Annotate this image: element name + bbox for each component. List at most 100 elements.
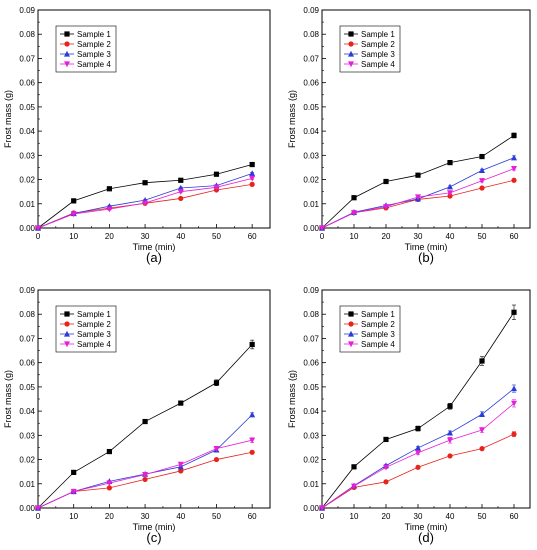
- y-tick-label: 0.04: [19, 407, 35, 416]
- y-tick-label: 0.05: [303, 103, 319, 112]
- series-line: [37, 164, 253, 229]
- legend-label: Sample 1: [361, 310, 395, 319]
- y-tick-label: 0.06: [303, 359, 319, 368]
- legend-item: Sample 2: [60, 320, 111, 329]
- data-point: [213, 380, 220, 386]
- y-tick-label: 0.09: [19, 286, 35, 295]
- data-point: [383, 479, 389, 485]
- legend-marker: [64, 61, 70, 68]
- x-tick-label: 50: [212, 232, 221, 241]
- data-point: [106, 206, 113, 213]
- data-point: [479, 185, 485, 191]
- y-tick-label: 0.06: [19, 359, 35, 368]
- data-point: [249, 175, 256, 182]
- y-tick-label: 0.00: [19, 504, 35, 513]
- x-tick-label: 0: [36, 232, 41, 241]
- y-tick-label: 0.02: [19, 456, 35, 465]
- legend-item: Sample 3: [60, 50, 111, 59]
- x-tick-label: 0: [320, 512, 325, 521]
- chart-panel-c: 0.00 0.01 0.02 0.03 0.04 0.05 0.06 0.07 0.08 0.09…: [3, 286, 271, 545]
- data-point: [249, 341, 255, 348]
- legend-label: Sample 4: [361, 340, 395, 349]
- data-point: [447, 453, 453, 459]
- data-point: [447, 190, 453, 197]
- legend-label: Sample 1: [361, 30, 395, 39]
- x-tick-label: 60: [510, 232, 519, 241]
- x-tick-label: 50: [212, 512, 221, 521]
- data-point: [142, 471, 149, 478]
- y-tick-label: 0.05: [19, 383, 35, 392]
- y-tick-label: 0.00: [303, 224, 319, 233]
- x-axis-title: Time (min): [405, 522, 448, 532]
- series-line: [321, 179, 515, 229]
- series-sample-3: [319, 384, 517, 511]
- panel-caption: (c): [146, 530, 161, 545]
- legend-label: Sample 3: [361, 330, 395, 339]
- data-point: [511, 431, 517, 437]
- x-tick-label: 20: [382, 512, 391, 521]
- legend-item: Sample 3: [344, 50, 395, 59]
- legend-item: Sample 1: [60, 310, 111, 319]
- data-point: [213, 446, 220, 452]
- data-point: [415, 172, 421, 178]
- legend-item: Sample 2: [60, 40, 111, 49]
- data-point: [213, 171, 220, 177]
- y-tick-label: 0.08: [303, 30, 319, 39]
- y-axis-title: Frost mass (g): [3, 90, 13, 148]
- legend-label: Sample 1: [77, 30, 111, 39]
- chart-panel-d: 0.00 0.01 0.02 0.03 0.04 0.05 0.06 0.07 0.08 0.09…: [287, 286, 531, 545]
- data-point: [249, 161, 255, 168]
- data-point: [319, 225, 325, 232]
- series-sample-3: [319, 154, 517, 231]
- data-point: [479, 427, 485, 434]
- y-tick-label: 0.04: [19, 127, 35, 136]
- legend-marker: [348, 61, 354, 68]
- legend-marker: [348, 321, 354, 327]
- y-tick-label: 0.01: [19, 200, 35, 209]
- chart-panel-a: 0.00 0.01 0.02 0.03 0.04 0.05 0.06 0.07 0.08 0.09…: [3, 6, 271, 265]
- x-tick-label: 30: [414, 232, 423, 241]
- y-tick-label: 0.05: [19, 103, 35, 112]
- data-point: [213, 456, 220, 463]
- legend-item: Sample 3: [344, 330, 395, 339]
- data-point: [511, 385, 517, 392]
- legend-marker: [348, 41, 354, 47]
- x-tick-label: 30: [141, 512, 150, 521]
- data-point: [142, 180, 148, 186]
- data-point: [415, 450, 421, 456]
- y-tick-label: 0.02: [303, 456, 319, 465]
- data-point: [479, 411, 485, 417]
- series-sample-2: [35, 449, 255, 511]
- panel-caption: (a): [146, 250, 162, 265]
- y-tick-label: 0.08: [19, 30, 35, 39]
- y-tick-label: 0.08: [303, 310, 319, 319]
- legend-item: Sample 1: [60, 30, 111, 39]
- data-point: [479, 178, 485, 184]
- legend-marker: [64, 330, 70, 337]
- x-tick-label: 50: [478, 232, 487, 241]
- legend-item: Sample 4: [344, 60, 395, 69]
- x-tick-label: 40: [446, 232, 455, 241]
- legend-label: Sample 4: [361, 60, 395, 69]
- series-sample-1: [319, 304, 517, 511]
- legend-label: Sample 2: [361, 40, 395, 49]
- data-point: [249, 170, 256, 177]
- legend-item: Sample 3: [60, 330, 111, 339]
- x-tick-label: 0: [320, 232, 325, 241]
- data-point: [142, 200, 149, 207]
- panel-caption: (d): [418, 530, 434, 545]
- data-point: [106, 485, 112, 491]
- data-point: [351, 210, 357, 216]
- data-point: [479, 358, 485, 364]
- data-point: [511, 166, 517, 172]
- legend-item: Sample 4: [60, 60, 111, 69]
- x-tick-label: 10: [350, 512, 359, 521]
- data-point: [71, 198, 77, 204]
- legend-label: Sample 4: [77, 340, 111, 349]
- series-sample-4: [35, 175, 256, 232]
- y-tick-label: 0.07: [19, 54, 35, 63]
- series-line: [37, 344, 253, 509]
- legend-item: Sample 4: [344, 340, 395, 349]
- y-tick-label: 0.06: [19, 79, 35, 88]
- data-point: [106, 448, 112, 455]
